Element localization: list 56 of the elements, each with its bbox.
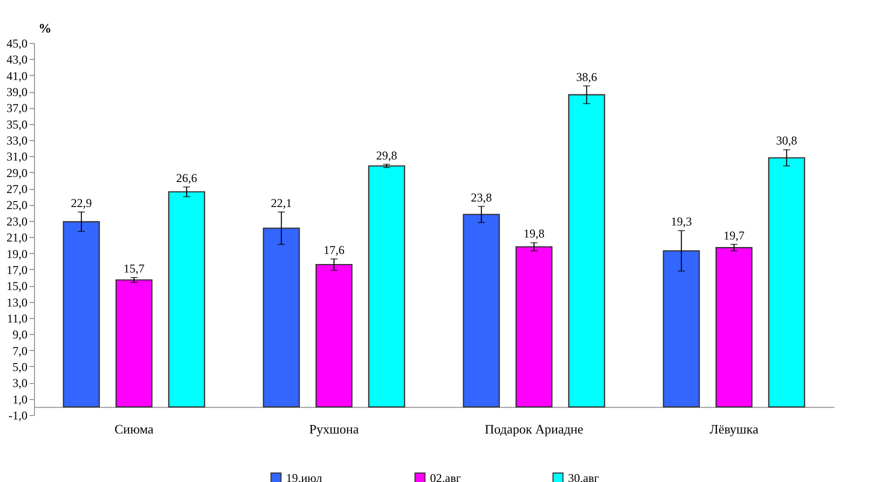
data-label: 23,8 [470,190,492,204]
y-tick-label: 37,0 [6,101,28,116]
y-tick-label: 27,0 [6,182,28,196]
y-tick-label: 15,0 [6,279,28,294]
data-label: 29,8 [376,148,398,162]
y-tick-label: 45,0 [6,36,28,50]
bar [262,228,300,408]
y-tick-label: 17,0 [6,262,28,277]
y-tick-label: 25,0 [6,198,28,212]
bar [516,246,552,408]
y-tick-label: 31,0 [6,150,28,164]
y-tick-label: 11,0 [6,311,28,326]
x-tick-label: Рухшона [309,422,359,436]
bar [568,94,606,408]
y-tick-label: 43,0 [6,52,28,67]
data-label: 19,3 [670,214,692,229]
x-tick-label: Сиюма [114,422,154,436]
y-tick-label: 33,0 [6,134,28,148]
y-tick-label: 5,0 [12,360,28,374]
bar [768,157,806,408]
data-label: 15,7 [124,262,144,276]
bar [116,279,152,408]
bar [168,191,206,408]
bar [662,250,700,408]
legend-label: 19.июл [286,471,322,482]
data-label: 30,8 [776,134,798,148]
data-label: 38,6 [576,70,598,84]
y-axis-title: % [38,20,52,36]
y-tick-label: 39,0 [6,85,28,100]
data-label: 19,7 [724,228,744,242]
y-tick-label: 3,0 [12,376,28,390]
y-tick-label: 35,0 [6,117,28,132]
y-tick-label: 29,0 [6,166,28,180]
y-tick-label: 13,0 [6,295,28,310]
x-tick-label: Лёвушка [710,422,759,436]
bar [716,247,752,408]
data-label: 19,8 [524,226,544,241]
data-label: 22,9 [70,196,92,210]
legend-label: 02.авг [430,471,461,482]
x-tick-label: Подарок Ариадне [484,422,584,436]
y-tick-label: 21,0 [6,230,28,245]
bar [462,214,500,408]
y-tick-label: 23,0 [6,214,28,228]
y-tick-label: 19,0 [6,246,28,261]
y-tick-label: 9,0 [12,328,28,342]
y-tick-label: 41,0 [6,68,28,83]
bar [368,165,406,408]
data-label: 26,6 [176,170,198,185]
bar [62,221,100,408]
legend-label: 30.авг [568,471,599,482]
y-tick-label: -1,0 [8,408,28,422]
data-label: 22,1 [270,196,292,210]
y-tick-label: 1,0 [12,392,28,406]
data-label: 17,6 [324,242,344,257]
bar [316,264,352,408]
y-tick-label: 7,0 [12,344,28,358]
